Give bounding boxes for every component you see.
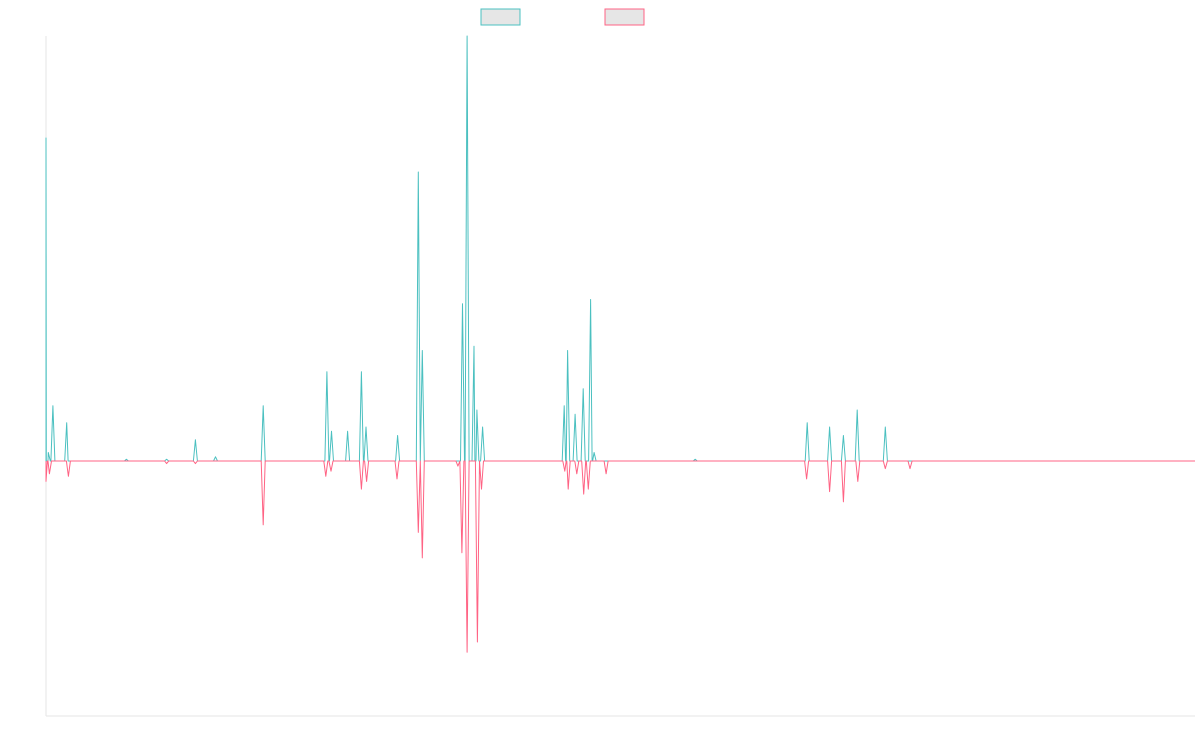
legend[interactable] xyxy=(480,8,645,26)
series-2-line xyxy=(45,460,1195,653)
axes xyxy=(45,36,1195,717)
series-2 xyxy=(45,460,1195,653)
series-1 xyxy=(45,35,1195,462)
legend-swatch-series-1[interactable] xyxy=(480,8,521,26)
series-1-line xyxy=(45,35,1195,462)
legend-swatch-series-2[interactable] xyxy=(604,8,645,26)
plot-area xyxy=(45,35,1195,653)
